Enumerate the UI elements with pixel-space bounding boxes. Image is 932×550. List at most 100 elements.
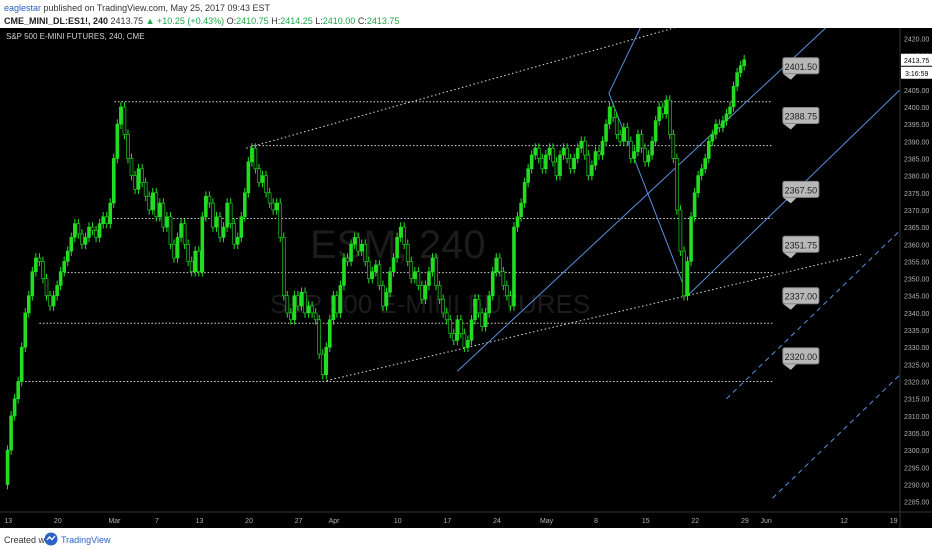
high-label: H:	[271, 16, 281, 26]
candle-body	[685, 261, 690, 297]
candle-body	[342, 257, 346, 286]
candle-body	[689, 216, 693, 262]
candle-body	[721, 120, 725, 128]
tradingview-brand[interactable]: TradingView	[61, 535, 111, 545]
candle-body	[310, 305, 314, 314]
candle-body	[451, 333, 456, 341]
candle-body	[650, 140, 654, 156]
y-tick-label: 2395.00	[904, 122, 929, 129]
y-tick-label: 2320.00	[904, 380, 929, 387]
candle-body	[579, 140, 584, 149]
x-tick-label: 7	[155, 518, 159, 525]
candle-body	[398, 226, 403, 238]
author-link[interactable]: eaglestar	[4, 3, 42, 13]
candle-body	[186, 243, 190, 262]
candle-body	[618, 134, 623, 142]
candle-body	[682, 250, 686, 297]
price-chart[interactable]: ESM, 240 S&P 500 E-MINI FUTURES 2401.502…	[0, 10, 932, 528]
candle-body	[44, 278, 49, 297]
candle-body	[16, 381, 20, 400]
x-tick-label: 15	[642, 518, 650, 525]
x-tick-label: 29	[741, 518, 749, 525]
candle-body	[593, 151, 598, 166]
candle-body	[614, 116, 619, 135]
candle-body	[597, 151, 601, 156]
candle-body	[742, 59, 746, 67]
candle-body	[735, 72, 739, 87]
candle-body	[150, 192, 155, 211]
badge-label: 2351.75	[785, 240, 818, 250]
candle-body	[115, 123, 120, 159]
candle-body	[175, 237, 180, 259]
candle-body	[639, 134, 644, 149]
candle-body	[147, 195, 152, 211]
candle-body	[505, 285, 509, 297]
y-tick-label: 2360.00	[904, 242, 929, 249]
candle-body	[653, 120, 658, 142]
x-tick-label: 24	[493, 518, 501, 525]
x-tick-label: 8	[594, 518, 598, 525]
candle-body	[76, 223, 81, 235]
chart-title: S&P 500 E-MINI FUTURES, 240, CME	[6, 32, 145, 41]
symbol-name[interactable]: CME_MINI_DL:ES1!, 240	[4, 16, 109, 26]
badge-label: 2320.00	[785, 352, 818, 362]
x-tick-label: Apr	[329, 518, 341, 525]
badge-pointer	[782, 363, 797, 370]
candle-body	[678, 209, 683, 252]
candle-body	[65, 250, 70, 262]
price-badge	[782, 347, 820, 365]
y-tick-label: 2335.00	[904, 328, 929, 335]
candle-body	[55, 285, 59, 297]
candle-body	[48, 295, 52, 307]
candle-body	[459, 319, 463, 334]
open-label: O:	[226, 16, 237, 26]
y-tick-label: 2385.00	[904, 156, 929, 163]
price-change: +10.25 (+0.43%)	[157, 16, 225, 26]
candle-body	[575, 147, 580, 159]
candle-body	[466, 340, 470, 348]
chart-header: eaglestar published on TradingView.com, …	[0, 0, 932, 30]
candle-body	[345, 257, 350, 262]
candle-body	[675, 158, 679, 211]
y-tick-label: 2350.00	[904, 277, 929, 284]
candle-body	[349, 243, 353, 262]
candle-body	[583, 140, 587, 156]
published-text: published on TradingView.com, May 25, 20…	[43, 3, 271, 13]
up-arrow-icon: ▲	[145, 16, 155, 26]
candle-body	[731, 86, 736, 108]
symbol-line: CME_MINI_DL:ES1!, 240 2413.75 ▲ +10.25 (…	[4, 16, 399, 26]
y-tick-label: 2330.00	[904, 345, 929, 352]
close-label: C:	[357, 16, 367, 26]
candle-body	[629, 140, 633, 159]
candle-body	[416, 271, 421, 286]
candle-body	[621, 127, 626, 142]
x-tick-label: Mar	[108, 518, 121, 525]
candle-body	[320, 353, 325, 375]
y-tick-label: 2345.00	[904, 294, 929, 301]
footer: Created with TradingView	[0, 528, 932, 550]
open-value: 2410.75	[236, 16, 269, 26]
candle-body	[200, 216, 205, 273]
y-tick-label: 2295.00	[904, 465, 929, 472]
candle-body	[657, 106, 661, 121]
y-tick-label: 2310.00	[904, 414, 929, 421]
y-tick-label: 2365.00	[904, 225, 929, 232]
x-tick-label: 19	[890, 518, 898, 525]
candle-body	[225, 202, 229, 228]
candle-body	[487, 295, 491, 314]
candle-body	[423, 285, 428, 300]
candle-body	[448, 319, 453, 334]
chart-area[interactable]: ESM, 240 S&P 500 E-MINI FUTURES 2401.50 2…	[0, 10, 932, 528]
candle-body	[296, 295, 300, 307]
candle-body	[533, 147, 538, 156]
candle-body	[285, 295, 290, 314]
trendline	[456, 27, 826, 372]
x-tick-label: 13	[4, 518, 12, 525]
badge-pointer	[782, 252, 797, 259]
x-tick-label: 22	[691, 518, 699, 525]
candle-body	[565, 147, 569, 159]
badge-label: 2388.75	[785, 112, 818, 122]
candle-body	[306, 305, 311, 314]
countdown-label: 3:16:59	[905, 71, 928, 78]
candle-body	[551, 147, 555, 163]
